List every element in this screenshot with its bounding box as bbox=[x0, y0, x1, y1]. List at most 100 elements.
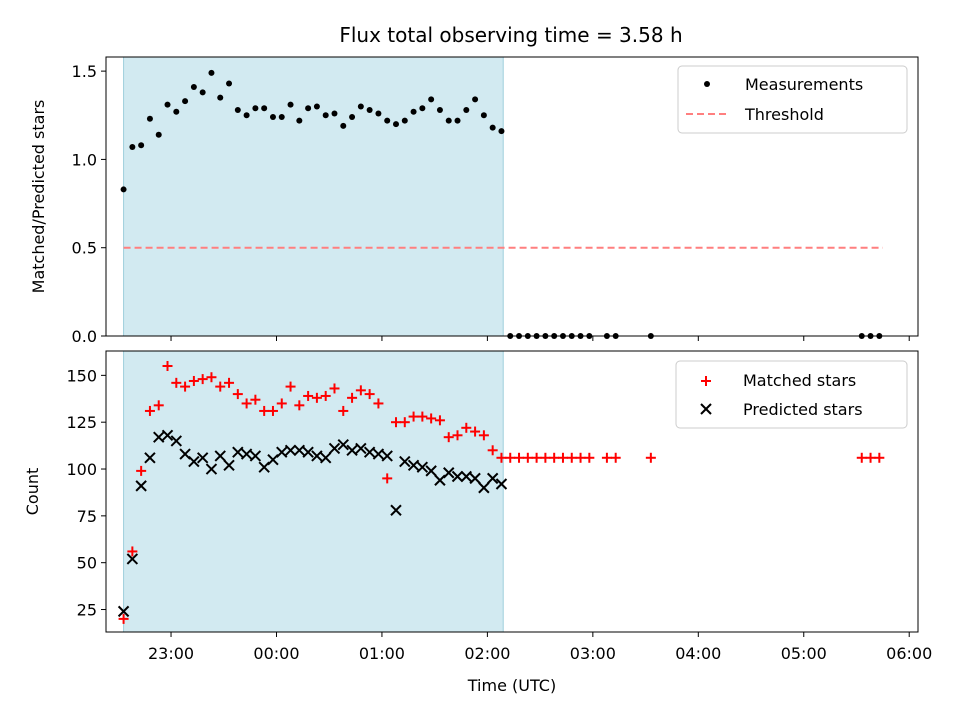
predicted-star-point-b bbox=[495, 478, 508, 490]
predicted-star-point-b bbox=[153, 431, 165, 443]
measurement-point bbox=[269, 114, 276, 121]
matched-star-point bbox=[267, 405, 278, 416]
matched-star-point bbox=[452, 430, 463, 441]
measurement-point bbox=[331, 110, 338, 117]
predicted-star-point-b bbox=[355, 442, 367, 455]
matched-star-point bbox=[136, 465, 147, 476]
predicted-star-point bbox=[355, 442, 367, 455]
bottom-legend: Matched stars Predicted stars bbox=[675, 360, 908, 429]
matched-star-point bbox=[206, 372, 217, 383]
y-tick-label: 125 bbox=[66, 413, 97, 432]
matched-star-point bbox=[118, 613, 129, 624]
matched-star-point bbox=[224, 377, 235, 388]
predicted-star-point-b bbox=[390, 504, 402, 516]
measurement-point bbox=[278, 114, 285, 121]
predicted-star-point-b bbox=[144, 452, 156, 464]
predicted-star-point-b bbox=[469, 472, 481, 485]
predicted-star-point-b bbox=[126, 553, 139, 565]
matched-star-point bbox=[347, 392, 358, 403]
matched-star-point bbox=[162, 360, 173, 371]
predicted-star-point-b bbox=[302, 446, 314, 458]
predicted-star-point bbox=[196, 452, 209, 464]
predicted-star-point bbox=[117, 605, 130, 618]
predicted-star-point bbox=[328, 442, 341, 455]
predicted-star-point-b bbox=[416, 461, 429, 473]
figure-title: Flux total observing time = 3.58 h bbox=[339, 23, 682, 47]
predicted-star-point-b bbox=[135, 480, 147, 492]
predicted-star-point bbox=[478, 482, 490, 494]
matched-star-point bbox=[461, 422, 472, 433]
x-tick-label: 04:00 bbox=[675, 644, 721, 663]
legend-matched-marker bbox=[701, 376, 711, 386]
predicted-star-point bbox=[443, 467, 455, 479]
predicted-star-point-b bbox=[240, 448, 253, 460]
x-tick-label: 02:00 bbox=[464, 644, 510, 663]
matched-star-point bbox=[549, 452, 560, 463]
predicted-star-point bbox=[363, 446, 376, 458]
predicted-star-point bbox=[407, 459, 420, 471]
measurement-point bbox=[428, 96, 435, 103]
y-tick-label: 100 bbox=[66, 460, 97, 479]
predicted-star-point-b bbox=[425, 465, 437, 477]
measurement-point bbox=[129, 144, 136, 151]
predicted-star-point bbox=[232, 446, 244, 458]
bottom-x-axis: 23:00 00:00 01:00 02:00 03:00 04:00 05:00 06:00 bbox=[148, 632, 932, 663]
predicted-star-point-b bbox=[232, 446, 244, 458]
predicted-star-point bbox=[337, 438, 349, 451]
measurement-point bbox=[182, 98, 189, 105]
matched-star-point bbox=[478, 430, 489, 441]
y-tick-label: 150 bbox=[66, 366, 97, 385]
matched-star-point bbox=[856, 452, 867, 463]
predicted-star-point bbox=[486, 472, 499, 485]
predicted-star-point-b bbox=[399, 455, 411, 468]
predicted-star-point bbox=[249, 450, 262, 462]
x-tick-label: 01:00 bbox=[359, 644, 405, 663]
predicted-star-point-b bbox=[311, 450, 323, 462]
matched-star-point bbox=[434, 415, 445, 426]
measurement-point bbox=[190, 84, 197, 91]
matched-star-point bbox=[355, 385, 366, 396]
matched-star-point bbox=[522, 452, 533, 463]
predicted-star-point-b bbox=[293, 444, 306, 456]
measurement-point bbox=[498, 128, 505, 135]
top-axes-frame bbox=[105, 56, 919, 337]
predicted-star-point bbox=[319, 452, 332, 464]
matched-star-point bbox=[540, 452, 551, 463]
predicted-star-point-b bbox=[284, 444, 297, 456]
y-tick-label: 50 bbox=[77, 554, 97, 573]
predicted-star-point-b bbox=[372, 448, 385, 460]
predicted-star-point-b bbox=[117, 605, 130, 618]
legend-predicted-label: Predicted stars bbox=[743, 400, 863, 419]
measurement-point bbox=[401, 117, 408, 124]
measurement-point bbox=[410, 108, 417, 115]
predicted-star-point-b bbox=[486, 472, 499, 485]
y-tick-label: 1.0 bbox=[72, 150, 97, 169]
measurement-point bbox=[217, 94, 224, 101]
predicted-star-point-b bbox=[443, 467, 455, 479]
predicted-star-point bbox=[153, 431, 165, 443]
x-tick-label: 03:00 bbox=[570, 644, 616, 663]
predicted-star-point bbox=[460, 470, 473, 483]
predicted-star-point bbox=[495, 478, 508, 490]
measurement-point bbox=[322, 112, 329, 119]
matched-star-point bbox=[329, 383, 340, 394]
matched-star-point bbox=[144, 405, 155, 416]
measurement-point bbox=[287, 101, 294, 108]
measurement-point bbox=[208, 69, 215, 76]
measurement-point bbox=[375, 110, 382, 117]
legend-threshold-label: Threshold bbox=[744, 105, 824, 124]
matched-star-point bbox=[496, 452, 507, 463]
bottom-axes-frame bbox=[105, 350, 919, 633]
predicted-star-point-b bbox=[161, 429, 174, 442]
matched-star-point bbox=[426, 413, 437, 424]
matched-star-point bbox=[232, 389, 243, 400]
matched-star-point bbox=[865, 452, 876, 463]
predicted-star-point bbox=[205, 463, 218, 475]
legend-box bbox=[677, 65, 908, 134]
legend-matched-label: Matched stars bbox=[743, 371, 856, 390]
predicted-star-point-b bbox=[188, 455, 200, 468]
measurement-point bbox=[436, 106, 443, 113]
measurement-point bbox=[261, 105, 268, 112]
predicted-star-point bbox=[390, 504, 402, 516]
predicted-star-point bbox=[311, 450, 323, 462]
